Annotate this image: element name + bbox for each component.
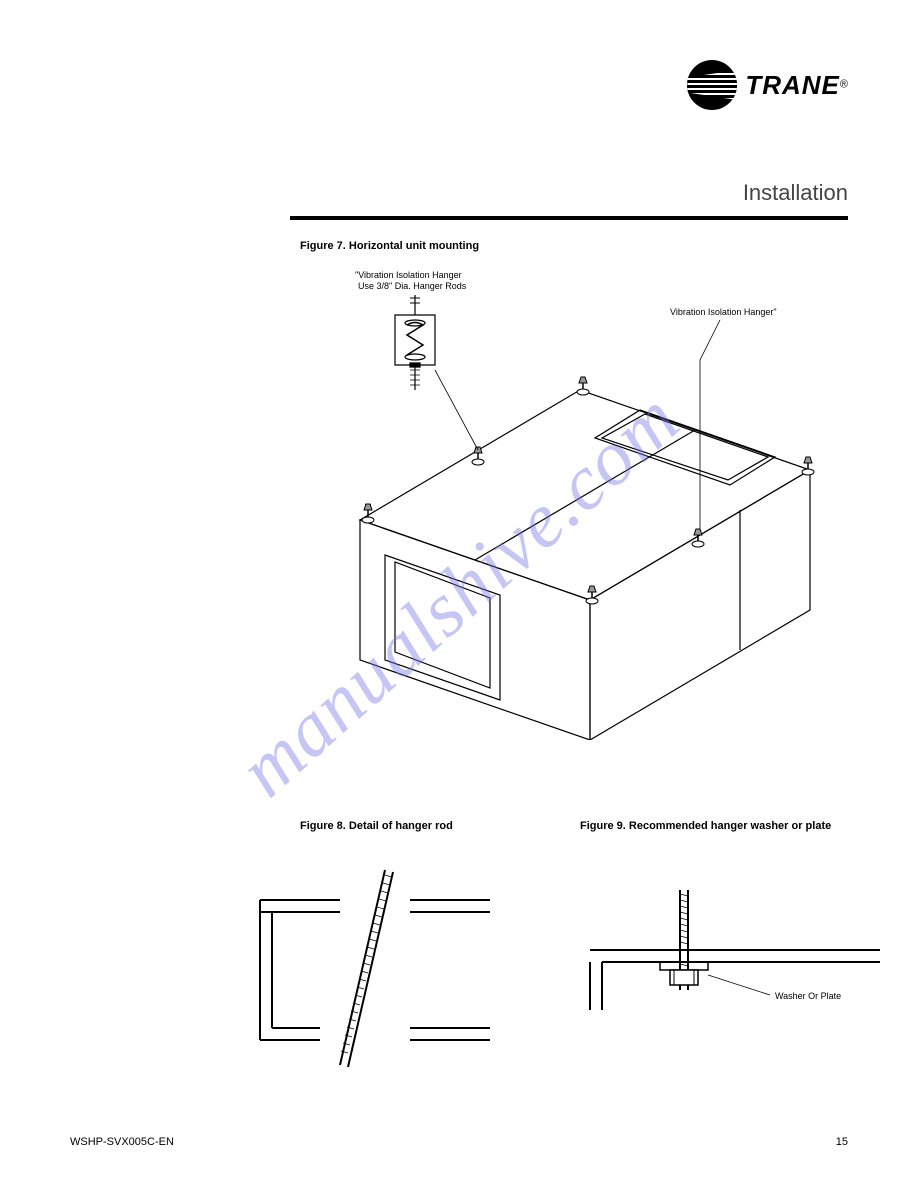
document-id: WSHP-SVX005C-EN <box>70 1136 174 1148</box>
figure-9-diagram: Washer Or Plate <box>560 870 890 1070</box>
figure-9-caption: Figure 9. Recommended hanger washer or p… <box>580 820 831 832</box>
washer-label: Washer Or Plate <box>775 991 841 1001</box>
page-number: 15 <box>836 1136 848 1148</box>
hanger-label-right: Vibration Isolation Hanger" <box>670 307 777 317</box>
section-title: Installation <box>743 180 848 206</box>
figure-8-caption: Figure 8. Detail of hanger rod <box>300 820 453 832</box>
brand-logo: TRANE® <box>687 60 848 110</box>
figure-8-diagram <box>240 850 500 1080</box>
title-rule <box>290 216 848 220</box>
hanger-label-left: "Vibration Isolation Hanger <box>355 270 462 280</box>
hanger-label-left-2: Use 3/8" Dia. Hanger Rods <box>358 281 467 291</box>
trane-logo-icon <box>687 60 737 110</box>
figure-7-diagram: "Vibration Isolation Hanger Use 3/8" Dia… <box>300 260 840 740</box>
figure-7-caption: Figure 7. Horizontal unit mounting <box>300 240 479 252</box>
brand-name: TRANE® <box>745 70 848 101</box>
